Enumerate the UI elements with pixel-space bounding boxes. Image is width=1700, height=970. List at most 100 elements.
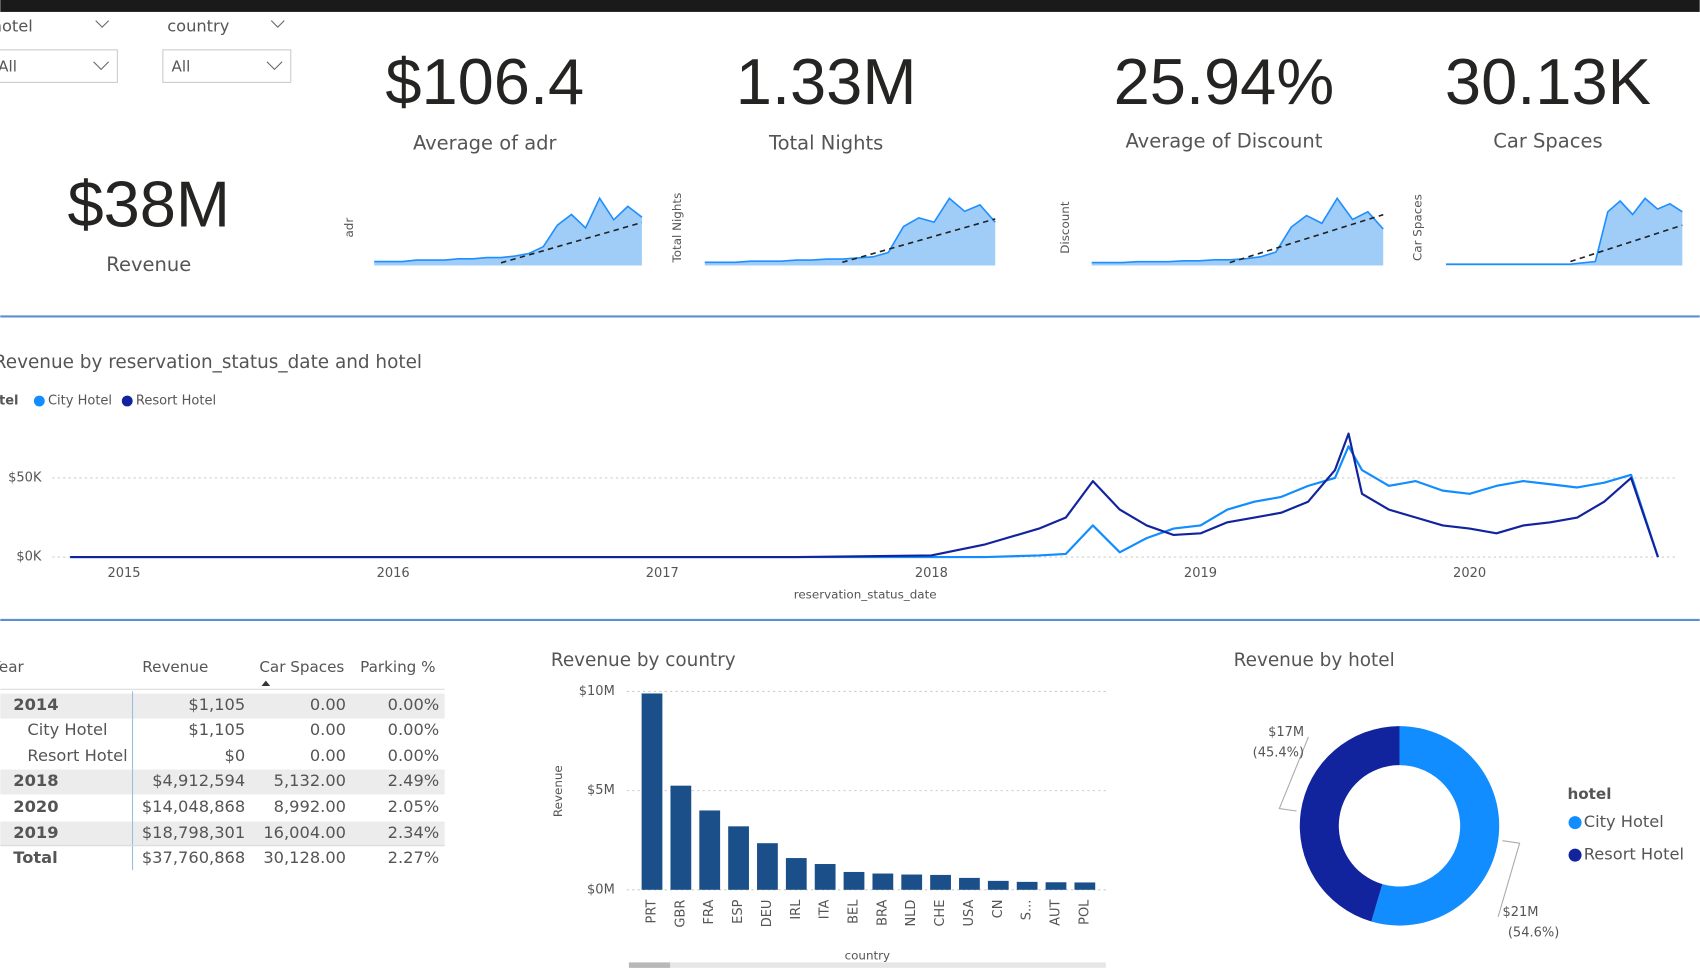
kpi-label: Average of adr [413,132,558,155]
x-tick-label: 2017 [646,566,679,581]
spark-axis-label: adr [342,218,356,238]
bar[interactable] [670,785,692,890]
legend-label[interactable]: City Hotel [1584,812,1664,831]
spark-line [1446,197,1683,266]
table-cell: 0.00% [388,720,440,739]
row-label[interactable]: 2020 [13,797,58,816]
spark-trend [500,221,643,264]
slicer-value: All [0,58,17,76]
leader-line [1497,840,1521,918]
sort-indicator [261,680,271,687]
table-cell: 30,128.00 [263,848,346,867]
leader-line [1278,736,1309,812]
spark-area [374,198,642,266]
y-tick-label: $0K [16,550,42,565]
table-cell: 0.00 [310,720,346,739]
bar[interactable] [987,880,1009,890]
top-bar [0,0,1700,12]
row-label: Resort Hotel [27,746,127,765]
row-band [0,821,445,847]
bar[interactable] [872,873,894,890]
spark-line [1091,196,1384,264]
x-tick-label: CHE [933,900,948,927]
scrollbar[interactable] [628,962,1106,968]
table-cell: $18,798,301 [142,823,245,842]
legend-title: hotel [1567,785,1611,803]
table-cell: $1,105 [188,695,245,714]
spark-line [374,196,643,263]
scrollbar-thumb[interactable] [628,962,671,968]
kpi-label: Revenue [106,253,191,276]
line-series [70,445,1660,559]
bar[interactable] [1016,881,1038,890]
x-tick-label: 2018 [915,566,948,581]
bar[interactable] [901,874,923,890]
x-tick-label: AUT [1048,900,1063,926]
x-tick-label: ITA [818,899,833,919]
legend-label: Resort Hotel [136,394,216,409]
bar[interactable] [814,864,836,890]
donut-slice[interactable] [1299,726,1400,922]
row-label[interactable]: 2014 [13,695,58,714]
bar[interactable] [785,858,807,890]
spark-line [704,197,996,264]
spark-trend [1229,213,1384,264]
legend-marker [1568,848,1582,862]
bar[interactable] [728,826,749,890]
bar[interactable] [1045,882,1067,890]
table-header[interactable]: Parking % [360,658,435,676]
legend-label: City Hotel [48,394,112,409]
y-tick-label: $10M [579,684,615,699]
x-tick-label: 2020 [1453,566,1486,581]
kpi-label: Average of Discount [1125,129,1322,152]
x-tick-label: BEL [846,899,861,924]
donut-slice[interactable] [1371,726,1500,926]
bar[interactable] [641,693,663,890]
spark-trend [842,218,996,264]
row-label[interactable]: 2018 [13,771,58,790]
y-tick-label: $0M [587,882,615,897]
bar[interactable] [959,877,980,890]
chart-title: Revenue by country [551,650,736,671]
x-tick-label: PRT [645,900,660,924]
table-cell: 0.00 [310,695,346,714]
data-label: $17M [1268,725,1304,740]
x-tick-label: DEU [760,900,775,928]
table-header[interactable]: Car Spaces [259,658,344,676]
table-header[interactable]: Revenue [142,658,208,676]
legend-marker [33,395,45,407]
bar[interactable] [757,843,778,890]
table-cell: $1,105 [188,720,245,739]
kpi-label: Car Spaces [1493,129,1602,152]
chevron [95,20,110,28]
slicer-dropdown[interactable] [162,49,292,83]
kpi-value: 1.33M [736,45,917,118]
bar[interactable] [843,871,865,890]
x-tick-label: GBR [673,900,688,928]
table-cell: 2.05% [388,797,440,816]
table-cell: $14,048,868 [142,797,245,816]
x-tick-label: POL [1077,899,1092,925]
bar[interactable] [699,810,721,890]
spark-trend [1570,224,1683,263]
table-cell: $4,912,594 [152,771,245,790]
x-tick-label: 2015 [107,566,140,581]
x-tick-label: USA [962,899,977,926]
row-label[interactable]: 2019 [13,823,58,842]
table-cell: $0 [225,746,246,765]
x-tick-label: ESP [731,899,746,923]
kpi-value: $38M [67,167,230,240]
spark-area [704,198,996,266]
legend-label[interactable]: Resort Hotel [1584,845,1684,864]
spark-area [1091,198,1384,266]
row-label: City Hotel [27,720,107,739]
legend-title: hotel [0,394,18,409]
bar[interactable] [1074,882,1096,890]
slicer-dropdown[interactable] [0,49,118,83]
y-axis-label: Revenue [551,765,565,817]
bar[interactable] [930,874,951,890]
table-cell: 5,132.00 [274,771,346,790]
legend-marker [121,395,133,407]
